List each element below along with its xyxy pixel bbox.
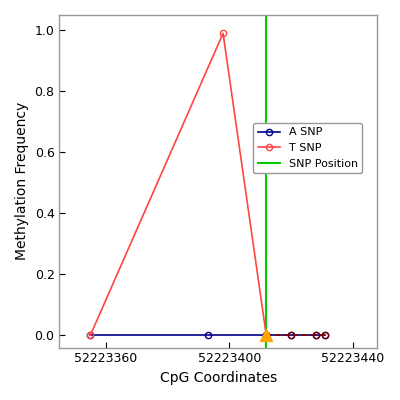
Y-axis label: Methylation Frequency: Methylation Frequency [15, 102, 29, 260]
X-axis label: CpG Coordinates: CpG Coordinates [160, 371, 277, 385]
Legend: A SNP, T SNP, SNP Position: A SNP, T SNP, SNP Position [253, 123, 362, 173]
